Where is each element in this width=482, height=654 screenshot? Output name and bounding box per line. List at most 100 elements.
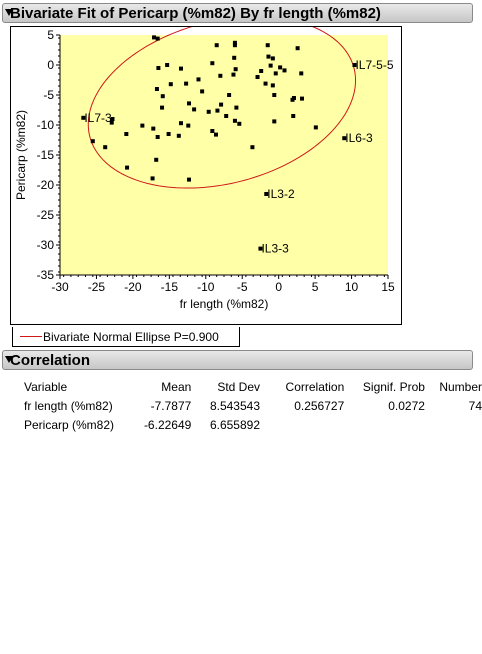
data-point	[125, 165, 130, 170]
data-point	[232, 43, 237, 48]
data-point	[160, 94, 165, 99]
data-point	[273, 71, 278, 76]
y-axis-label: Pericarp (%m82)	[14, 110, 28, 200]
data-point	[103, 145, 108, 150]
table-row: fr length (%m82) -7.7877 8.543543 0.2567…	[24, 396, 482, 415]
data-point	[270, 56, 275, 61]
data-point	[206, 109, 211, 114]
data-point	[210, 61, 215, 66]
data-point	[255, 75, 260, 79]
data-point	[291, 96, 296, 100]
data-point	[184, 81, 189, 86]
mean-cell: -6.22649	[143, 417, 192, 432]
data-point	[165, 63, 170, 67]
data-point	[268, 63, 273, 68]
data-point	[266, 54, 271, 59]
y-tick-label: -25	[37, 208, 55, 222]
data-point	[109, 120, 114, 125]
data-point	[265, 43, 270, 48]
data-point	[234, 105, 239, 110]
y-tick-label: -35	[37, 268, 55, 282]
data-point	[196, 77, 201, 82]
column-header: Variable	[24, 379, 68, 394]
data-point	[155, 135, 160, 139]
points-layer: IL7-3 IL7-5-5 IL6-3 IL3-2 IL3-3	[81, 35, 394, 256]
correlation-cell: 0.256727	[294, 398, 345, 413]
number-cell: 74	[468, 398, 482, 413]
disclosure-triangle-icon[interactable]	[5, 9, 13, 16]
data-point	[156, 66, 161, 70]
data-point	[270, 83, 275, 88]
data-point	[232, 55, 237, 60]
correlation-panel-header[interactable]: Correlation	[2, 350, 473, 370]
data-point	[192, 107, 197, 112]
x-tick-label: 15	[381, 280, 395, 294]
y-tick-label: -5	[43, 88, 54, 102]
data-point	[214, 43, 219, 48]
axes: -30 -25 -20 -15 -10 -5 0 5 10 15 5 0 -5 -10 -15 -20 -25 -…	[37, 28, 395, 294]
data-point	[155, 36, 160, 41]
y-tick-label: -10	[37, 118, 55, 132]
x-tick-label: 10	[345, 280, 359, 294]
data-point	[227, 93, 232, 97]
data-point	[152, 35, 157, 40]
disclosure-triangle-icon[interactable]	[5, 356, 13, 363]
mean-cell: -7.7877	[150, 398, 192, 413]
data-point	[272, 93, 277, 97]
signif-prob-cell: 0.0272	[388, 398, 425, 413]
std-dev-cell: 6.655892	[209, 417, 261, 432]
std-dev-cell: 8.543543	[209, 398, 261, 413]
x-tick-label: -30	[51, 280, 69, 294]
y-tick-label: -20	[37, 178, 55, 192]
data-point	[154, 157, 159, 162]
data-point	[263, 81, 268, 86]
data-point	[237, 121, 242, 126]
legend: Bivariate Normal Ellipse P=0.900	[12, 327, 240, 347]
data-point	[90, 139, 95, 144]
bivariate-panel-title: Bivariate Fit of Pericarp (%m82) By fr l…	[10, 5, 381, 22]
variable-cell: fr length (%m82)	[24, 398, 113, 413]
variable-cell: Pericarp (%m82)	[24, 417, 115, 432]
point-label: IL7-5-5	[355, 58, 393, 72]
data-point	[219, 102, 224, 107]
data-point	[278, 65, 283, 70]
data-point	[154, 87, 159, 91]
scatter-chart: -30 -25 -20 -15 -10 -5 0 5 10 15 5 0 -5 -10 -15 -20 -25 -…	[14, 16, 395, 311]
data-point	[160, 105, 165, 110]
column-header: Number	[439, 379, 482, 394]
data-point	[187, 101, 192, 106]
correlation-table: Variable Mean Std Dev Correlation Signif…	[24, 377, 482, 434]
data-point	[213, 132, 218, 137]
data-point	[231, 72, 236, 77]
data-point	[258, 246, 263, 251]
ellipse-legend-swatch	[20, 336, 42, 337]
data-point	[178, 66, 183, 71]
data-point	[140, 123, 145, 128]
data-point	[272, 119, 277, 124]
data-point	[295, 46, 300, 51]
x-tick-label: -10	[197, 280, 215, 294]
bivariate-panel-header[interactable]: Bivariate Fit of Pericarp (%m82) By fr l…	[2, 3, 473, 23]
data-point	[233, 67, 238, 72]
point-label: IL7-3	[84, 111, 112, 125]
data-point	[200, 89, 205, 94]
table-header-row: Variable Mean Std Dev Correlation Signif…	[24, 377, 482, 396]
table-row: Pericarp (%m82) -6.22649 6.655892	[24, 415, 482, 434]
y-tick-label: -30	[37, 238, 55, 252]
x-tick-label: 5	[312, 280, 319, 294]
data-point	[151, 126, 156, 131]
data-point	[313, 125, 318, 130]
data-point	[176, 133, 181, 138]
data-point	[81, 115, 86, 120]
data-point	[259, 69, 264, 73]
number-cell	[425, 415, 482, 434]
plot-frame: -30 -25 -20 -15 -10 -5 0 5 10 15 5 0 -5 -10 -15 -20 -25 -…	[10, 16, 402, 325]
data-point	[168, 82, 173, 87]
correlation-panel-title: Correlation	[10, 352, 91, 369]
data-point	[210, 129, 215, 133]
ellipse-legend-label: Bivariate Normal Ellipse P=0.900	[43, 330, 219, 344]
plot-area	[60, 35, 388, 275]
y-tick-label: 5	[47, 28, 54, 42]
data-point	[110, 117, 115, 121]
data-point	[291, 114, 296, 118]
